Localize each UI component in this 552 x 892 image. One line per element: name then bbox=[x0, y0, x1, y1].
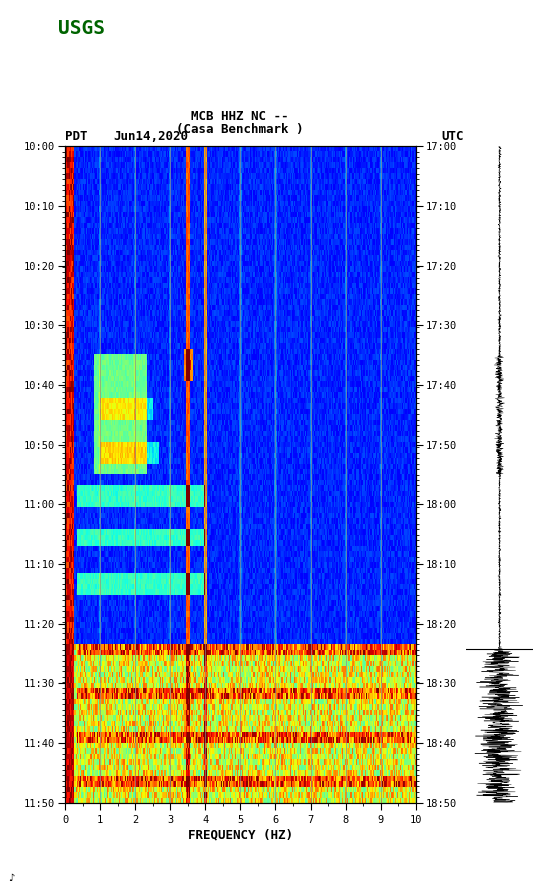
Text: UTC: UTC bbox=[442, 129, 464, 143]
Text: (Casa Benchmark ): (Casa Benchmark ) bbox=[177, 123, 304, 136]
Text: Jun14,2020: Jun14,2020 bbox=[113, 129, 188, 143]
Text: USGS: USGS bbox=[58, 19, 105, 38]
X-axis label: FREQUENCY (HZ): FREQUENCY (HZ) bbox=[188, 829, 293, 842]
Text: PDT: PDT bbox=[65, 129, 88, 143]
Text: MCB HHZ NC --: MCB HHZ NC -- bbox=[192, 110, 289, 123]
Text: ♪: ♪ bbox=[8, 873, 14, 883]
Polygon shape bbox=[10, 11, 43, 40]
